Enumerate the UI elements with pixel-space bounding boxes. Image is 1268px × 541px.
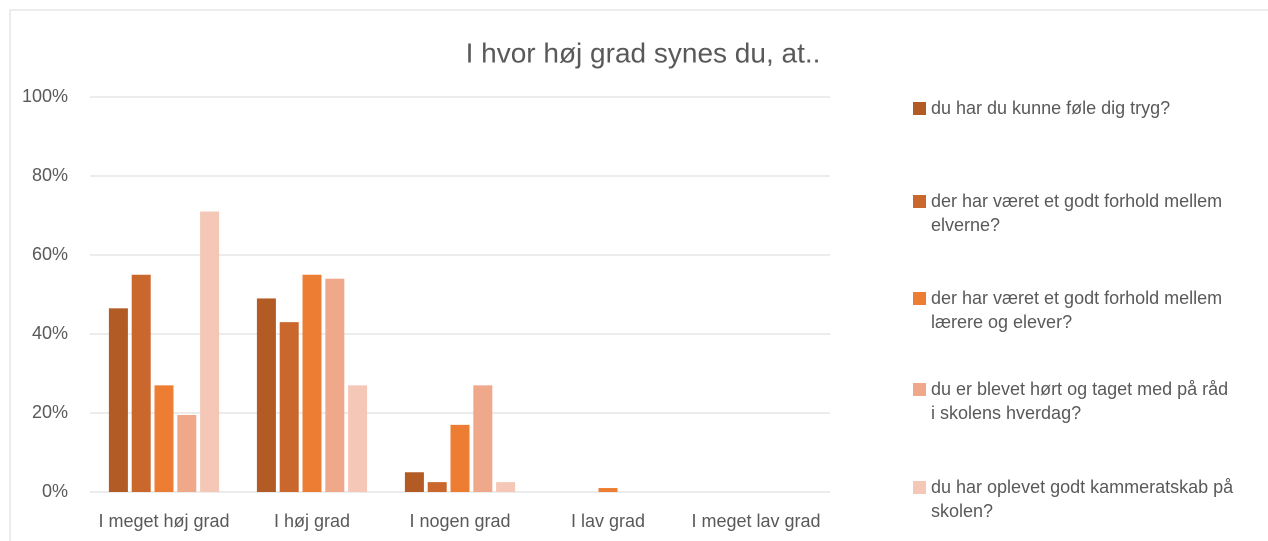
x-tick-label: I meget høj grad: [98, 511, 229, 531]
bar: [302, 274, 322, 492]
y-tick-label: 80%: [32, 165, 68, 185]
legend-label: der har været et godt forhold mellem lær…: [931, 288, 1223, 332]
legend-item: du har du kunne føle dig tryg?: [913, 96, 1243, 120]
bar: [279, 322, 299, 492]
legend-label: du har oplevet godt kammeratskab på skol…: [931, 477, 1234, 521]
legend-item: der har været et godt forhold mellem elv…: [913, 189, 1243, 237]
x-tick-label: I høj grad: [274, 511, 350, 531]
bar: [427, 482, 447, 492]
legend-swatch: [913, 292, 926, 305]
bar: [348, 385, 368, 492]
bar: [473, 385, 493, 492]
bar: [256, 298, 276, 492]
y-tick-label: 40%: [32, 323, 68, 343]
legend-label: du er blevet hørt og taget med på råd i …: [931, 379, 1229, 423]
bar: [325, 278, 345, 492]
bar: [450, 424, 470, 492]
bar: [154, 385, 174, 492]
chart-border: [9, 9, 1268, 541]
y-tick-label: 20%: [32, 402, 68, 422]
x-tick-label: I lav grad: [571, 511, 645, 531]
legend-swatch: [913, 195, 926, 208]
y-tick-label: 60%: [32, 244, 68, 264]
legend-item: du er blevet hørt og taget med på råd i …: [913, 377, 1243, 425]
bar: [177, 414, 197, 492]
x-tick-label: I meget lav grad: [691, 511, 820, 531]
y-tick-label: 0%: [42, 481, 68, 501]
bar: [108, 308, 128, 492]
bar: [404, 472, 424, 492]
bar: [131, 274, 151, 492]
bar: [598, 488, 618, 492]
legend-item: du har oplevet godt kammeratskab på skol…: [913, 475, 1243, 523]
legend-swatch: [913, 102, 926, 115]
chart-title: I hvor høj grad synes du, at..: [466, 37, 821, 68]
bar: [496, 482, 516, 492]
bar: [200, 211, 220, 493]
legend-swatch: [913, 383, 926, 396]
legend-item: der har været et godt forhold mellem lær…: [913, 286, 1243, 334]
y-tick-label: 100%: [22, 86, 68, 106]
legend-swatch: [913, 481, 926, 494]
legend-label: du har du kunne føle dig tryg?: [931, 98, 1171, 118]
x-tick-label: I nogen grad: [409, 511, 510, 531]
legend-label: der har været et godt forhold mellem elv…: [931, 191, 1223, 235]
